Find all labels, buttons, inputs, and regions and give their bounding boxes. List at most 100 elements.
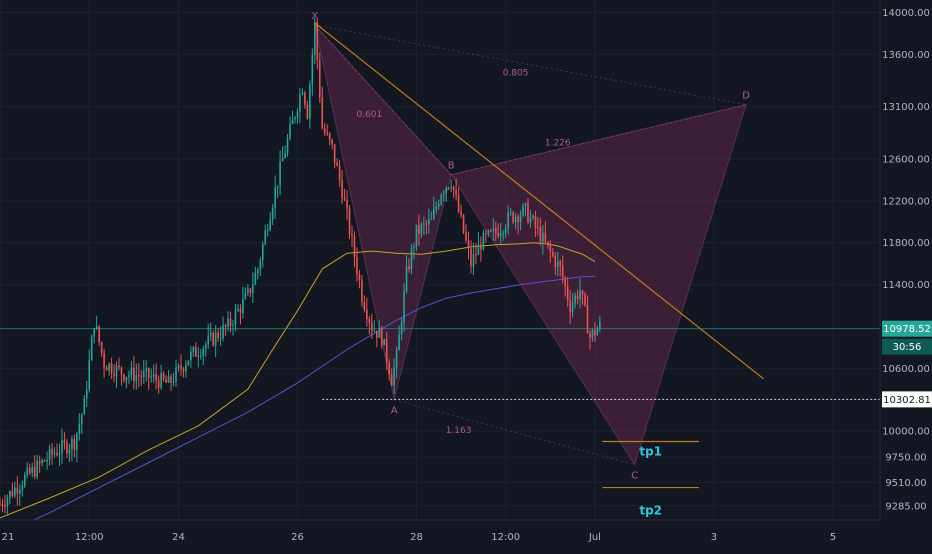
pattern-point-d: D [742, 91, 750, 102]
candle-body [380, 328, 383, 345]
y-tick-label: 11800.00 [882, 238, 930, 249]
candle-body [271, 207, 274, 220]
candle-body [338, 165, 341, 180]
candle-body [375, 330, 378, 338]
candle-body [487, 230, 490, 235]
candle-body [432, 209, 435, 219]
candle-body [306, 104, 309, 119]
candle-body [187, 360, 190, 366]
candle-body [23, 475, 26, 486]
candle-body [534, 216, 537, 227]
candle-body [408, 266, 410, 270]
candle-body [249, 288, 252, 293]
candle-body [229, 318, 232, 326]
candle-body [43, 460, 46, 462]
candle-body [222, 325, 224, 339]
pattern-ratio-label: 1.226 [545, 138, 571, 148]
candle-body [123, 374, 125, 381]
candle-body [343, 198, 346, 201]
candle-body [197, 356, 200, 358]
y-tick-label: 10600.00 [882, 364, 930, 375]
candle-body [497, 232, 500, 237]
candle-body [385, 338, 388, 363]
x-tick-label: 26 [291, 532, 304, 543]
y-tick-label: 14000.00 [882, 8, 930, 19]
candle-body [219, 338, 222, 340]
candle-body [527, 203, 529, 223]
candle-body [517, 216, 519, 223]
candle-body [142, 371, 145, 378]
candle-body [58, 453, 61, 456]
y-tick-label: 11400.00 [882, 280, 930, 291]
candle-body [120, 367, 123, 375]
candle-body [68, 448, 71, 454]
pattern-point-x: X [311, 11, 318, 22]
candle-body [309, 84, 311, 119]
candle-body [207, 335, 210, 345]
candle-body [28, 467, 31, 474]
pattern-ratio-line [314, 24, 452, 176]
candle-body [254, 273, 257, 285]
candle-body [336, 162, 338, 166]
candle-body [286, 138, 289, 154]
candle-body [140, 376, 143, 378]
candle-body [9, 491, 11, 498]
candle-body [234, 310, 237, 325]
candle-body [256, 269, 259, 274]
y-tick-label: 12600.00 [882, 155, 930, 166]
candle-body [237, 308, 239, 311]
candle-body [279, 161, 281, 186]
candle-body [447, 187, 450, 189]
candle-body [361, 280, 363, 302]
candle-body [477, 244, 480, 255]
candle-body [113, 373, 115, 377]
candle-body [556, 261, 559, 268]
candle-body [66, 442, 68, 454]
candle-body [378, 328, 381, 338]
candle-body [420, 224, 423, 234]
candle-body [76, 433, 78, 450]
candle-body [524, 203, 527, 206]
candle-body [589, 333, 591, 338]
price-tag-text-current: 10978.52 [883, 324, 931, 335]
y-tick-label: 12200.00 [882, 196, 930, 207]
candle-body [537, 226, 539, 228]
candle-body [138, 375, 140, 377]
candle-body [581, 290, 584, 295]
y-tick-label: 13600.00 [882, 50, 930, 61]
candle-body [566, 286, 569, 300]
candle-body [26, 467, 29, 476]
candle-body [150, 376, 153, 378]
candle-body [185, 365, 187, 372]
candle-body [145, 368, 148, 372]
y-tick-label: 13100.00 [882, 102, 930, 113]
pattern-ratio-line [451, 104, 747, 176]
pattern-ratio-label: 0.805 [503, 68, 529, 78]
candle-body [284, 153, 286, 158]
candle-body [482, 232, 485, 250]
candle-body [547, 241, 549, 245]
candle-body [599, 321, 601, 330]
candle-body [388, 362, 390, 375]
candle-body [217, 332, 219, 339]
candle-body [209, 332, 212, 336]
candle-body [16, 487, 19, 494]
candle-body [559, 261, 562, 266]
candle-body [170, 376, 172, 383]
candle-body [485, 232, 487, 235]
candle-body [425, 223, 428, 225]
candle-body [405, 266, 408, 291]
candle-body [162, 372, 165, 380]
candle-body [393, 367, 395, 386]
candle-body [574, 295, 576, 304]
candle-body [63, 440, 66, 443]
candle-body [504, 228, 507, 233]
candle-body [423, 223, 425, 225]
candle-body [549, 244, 552, 252]
candle-body [6, 497, 9, 507]
candle-body [180, 365, 182, 370]
price-tag-text-level: 10302.81 [883, 395, 931, 406]
resistance-trendline[interactable] [314, 22, 764, 380]
